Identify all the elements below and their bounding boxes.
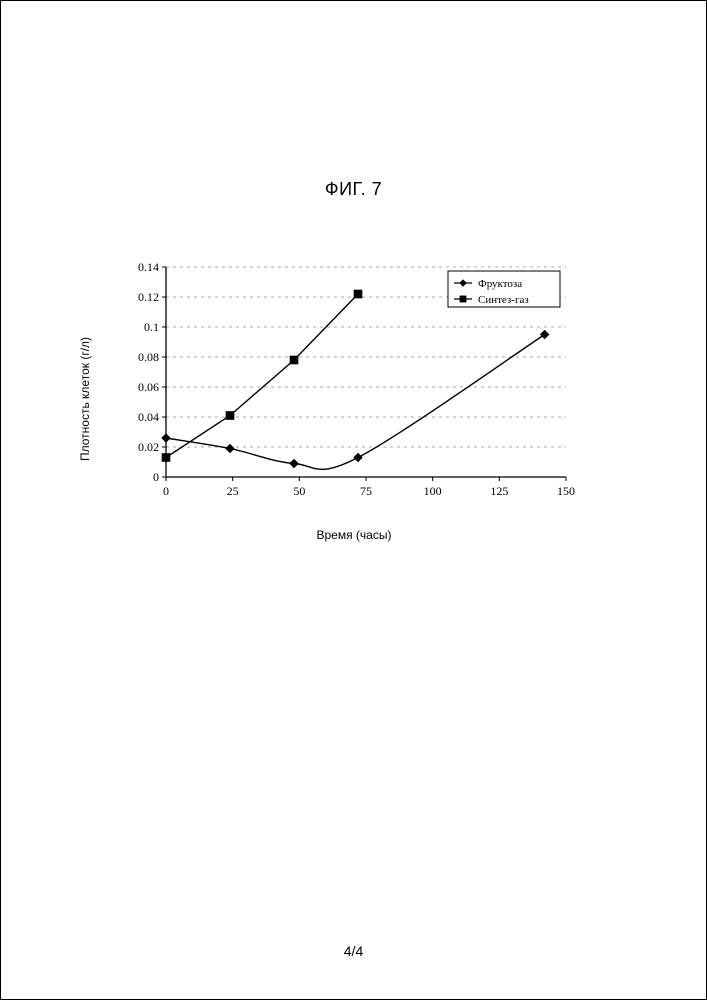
svg-text:100: 100	[424, 484, 442, 498]
svg-text:0.12: 0.12	[138, 290, 159, 304]
page: ФИГ. 7 Плотность клеток (г/л) 00.020.040…	[0, 0, 707, 1000]
page-number: 4/4	[1, 943, 706, 959]
svg-text:50: 50	[293, 484, 305, 498]
y-axis-label: Плотность клеток (г/л)	[78, 301, 92, 461]
svg-text:0.06: 0.06	[138, 380, 159, 394]
svg-text:125: 125	[490, 484, 508, 498]
svg-text:0.04: 0.04	[138, 410, 159, 424]
x-axis-label: Время (часы)	[124, 528, 584, 542]
svg-text:25: 25	[227, 484, 239, 498]
svg-text:0.14: 0.14	[138, 261, 159, 274]
svg-text:150: 150	[557, 484, 575, 498]
svg-text:0.1: 0.1	[144, 320, 159, 334]
chart-svg: 0 0.02 0.04 0.06 0.08 0.1 0.12 0.14 0 25 50 75 100 12…	[124, 261, 584, 521]
svg-text:75: 75	[360, 484, 372, 498]
svg-text:0.08: 0.08	[138, 350, 159, 364]
svg-text:Фруктоза: Фруктоза	[478, 278, 522, 290]
svg-text:0.02: 0.02	[138, 440, 159, 454]
svg-text:Синтез-газ: Синтез-газ	[478, 294, 529, 306]
figure-title: ФИГ. 7	[1, 179, 706, 200]
chart-container: Плотность клеток (г/л) 00.020.040.060.08…	[124, 261, 584, 541]
svg-text:0: 0	[163, 484, 169, 498]
svg-text:0: 0	[153, 470, 159, 484]
